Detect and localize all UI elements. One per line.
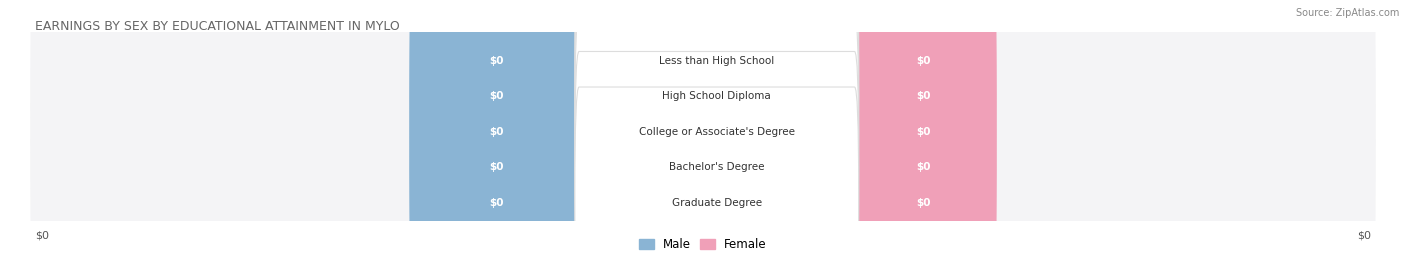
- FancyBboxPatch shape: [409, 51, 583, 269]
- FancyBboxPatch shape: [31, 48, 1375, 269]
- Text: $0: $0: [489, 56, 503, 66]
- Text: $0: $0: [489, 91, 503, 101]
- Text: Source: ZipAtlas.com: Source: ZipAtlas.com: [1295, 8, 1399, 18]
- Text: $0: $0: [917, 127, 931, 137]
- FancyBboxPatch shape: [31, 83, 1375, 269]
- FancyBboxPatch shape: [575, 16, 859, 247]
- Text: $0: $0: [489, 198, 503, 208]
- FancyBboxPatch shape: [575, 0, 859, 212]
- FancyBboxPatch shape: [409, 0, 583, 212]
- Text: $0: $0: [917, 91, 931, 101]
- FancyBboxPatch shape: [575, 0, 859, 176]
- FancyBboxPatch shape: [409, 87, 583, 269]
- FancyBboxPatch shape: [851, 87, 997, 269]
- Text: $0: $0: [489, 127, 503, 137]
- FancyBboxPatch shape: [851, 51, 997, 269]
- FancyBboxPatch shape: [575, 87, 859, 269]
- FancyBboxPatch shape: [409, 16, 583, 247]
- Text: Bachelor's Degree: Bachelor's Degree: [669, 162, 765, 172]
- Text: Graduate Degree: Graduate Degree: [672, 198, 762, 208]
- Text: $0: $0: [917, 56, 931, 66]
- FancyBboxPatch shape: [851, 0, 997, 212]
- FancyBboxPatch shape: [31, 0, 1375, 216]
- Text: $0: $0: [1357, 231, 1371, 240]
- Text: $0: $0: [489, 162, 503, 172]
- Text: Less than High School: Less than High School: [659, 56, 775, 66]
- Text: EARNINGS BY SEX BY EDUCATIONAL ATTAINMENT IN MYLO: EARNINGS BY SEX BY EDUCATIONAL ATTAINMEN…: [35, 20, 399, 33]
- FancyBboxPatch shape: [31, 0, 1375, 180]
- FancyBboxPatch shape: [575, 51, 859, 269]
- Text: $0: $0: [35, 231, 49, 240]
- FancyBboxPatch shape: [851, 16, 997, 247]
- Text: $0: $0: [917, 162, 931, 172]
- FancyBboxPatch shape: [851, 0, 997, 176]
- Legend: Male, Female: Male, Female: [634, 234, 772, 256]
- FancyBboxPatch shape: [31, 12, 1375, 251]
- Text: High School Diploma: High School Diploma: [662, 91, 770, 101]
- Text: $0: $0: [917, 198, 931, 208]
- Text: College or Associate's Degree: College or Associate's Degree: [638, 127, 794, 137]
- FancyBboxPatch shape: [409, 0, 583, 176]
